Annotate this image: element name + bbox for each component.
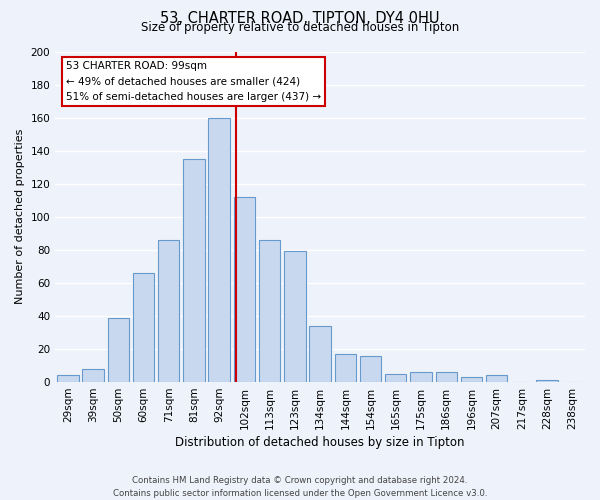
- Bar: [208, 118, 230, 382]
- Bar: [360, 356, 381, 382]
- Bar: [310, 326, 331, 382]
- Bar: [133, 273, 154, 382]
- Bar: [536, 380, 558, 382]
- Bar: [259, 240, 280, 382]
- Y-axis label: Number of detached properties: Number of detached properties: [15, 129, 25, 304]
- Text: Contains HM Land Registry data © Crown copyright and database right 2024.
Contai: Contains HM Land Registry data © Crown c…: [113, 476, 487, 498]
- Bar: [335, 354, 356, 382]
- Bar: [233, 197, 255, 382]
- Bar: [107, 318, 129, 382]
- Bar: [436, 372, 457, 382]
- Text: 53 CHARTER ROAD: 99sqm
← 49% of detached houses are smaller (424)
51% of semi-de: 53 CHARTER ROAD: 99sqm ← 49% of detached…: [66, 62, 321, 102]
- Bar: [57, 376, 79, 382]
- Text: Size of property relative to detached houses in Tipton: Size of property relative to detached ho…: [141, 22, 459, 35]
- X-axis label: Distribution of detached houses by size in Tipton: Distribution of detached houses by size …: [175, 436, 465, 449]
- Bar: [158, 240, 179, 382]
- Bar: [486, 376, 508, 382]
- Bar: [410, 372, 432, 382]
- Bar: [284, 252, 305, 382]
- Text: 53, CHARTER ROAD, TIPTON, DY4 0HU: 53, CHARTER ROAD, TIPTON, DY4 0HU: [160, 11, 440, 26]
- Bar: [183, 159, 205, 382]
- Bar: [385, 374, 406, 382]
- Bar: [461, 377, 482, 382]
- Bar: [82, 369, 104, 382]
